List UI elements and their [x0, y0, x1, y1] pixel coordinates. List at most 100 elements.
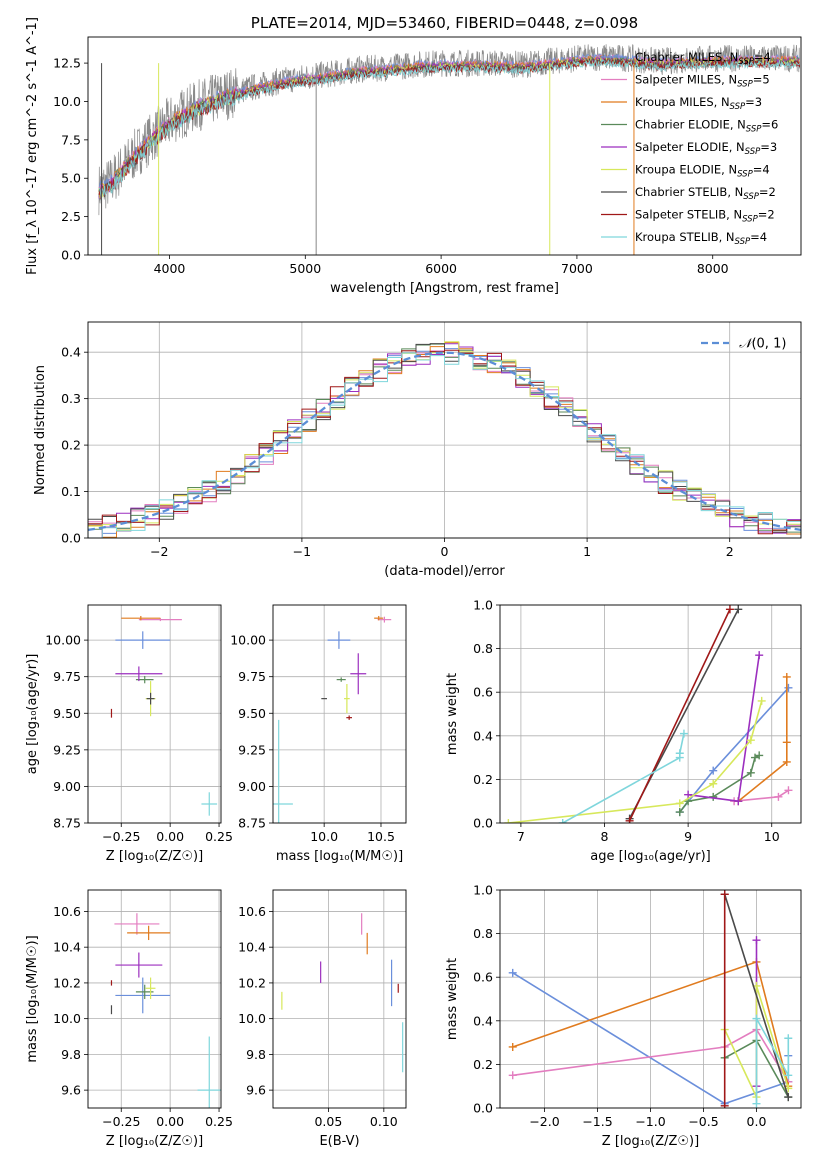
legend-label: Salpeter MILES, NSSP=5: [635, 73, 770, 90]
weight-marker: [508, 968, 517, 977]
y-tick-label: 0.4: [473, 1013, 493, 1028]
y-tick-label: 10.00: [45, 633, 81, 648]
x-tick-label: 8000: [697, 261, 729, 276]
axes-frame: [87, 889, 222, 1109]
y-axis-label: age [log₁₀(age/yr)]: [25, 654, 40, 775]
y-tick-label: 9.8: [246, 1047, 266, 1062]
x-tick-label: 0.0: [747, 1114, 767, 1129]
weight-marker: [752, 1014, 761, 1023]
weight-marker: [757, 696, 766, 705]
x-tick-label: 9: [684, 829, 692, 844]
x-tick-label: −0.5: [688, 1114, 718, 1129]
model-spectrum-line: [98, 58, 801, 200]
x-tick-label: 6000: [425, 261, 457, 276]
weight-marker: [508, 1042, 517, 1051]
y-tick-label: 0.2: [473, 1057, 493, 1072]
weight-marker: [508, 1071, 517, 1080]
weight-marker: [504, 819, 513, 823]
weight-marker: [784, 1071, 793, 1080]
y-tick-label: 0.0: [473, 816, 493, 831]
weight-marker: [784, 1034, 793, 1043]
y-axis-label: Normed distribution: [33, 365, 48, 495]
axes-frame: [87, 604, 222, 824]
age-vs-Z-points: [110, 615, 218, 816]
y-tick-label: 9.6: [61, 1083, 81, 1098]
y-tick-label: 9.00: [53, 779, 81, 794]
y-tick-label: 0.0: [61, 531, 81, 546]
legend-label: Kroupa MILES, NSSP=3: [635, 95, 762, 112]
weight-marker: [746, 768, 755, 777]
y-tick-label: 0.6: [473, 685, 493, 700]
y-tick-label: 9.8: [61, 1047, 81, 1062]
y-tick-label: 8.75: [238, 816, 266, 831]
weight-marker: [782, 738, 791, 747]
weight-marker: [720, 890, 729, 899]
y-tick-label: 7.5: [61, 132, 81, 147]
weight-marker: [751, 753, 760, 762]
y-tick-label: 1.0: [473, 598, 493, 613]
legend-label: Salpeter ELODIE, NSSP=3: [635, 140, 777, 157]
x-tick-label: −0.25: [102, 829, 140, 844]
legend-label-gaussian: 𝒩(0, 1): [739, 337, 786, 352]
y-tick-label: 1.0: [473, 883, 493, 898]
legend-label: Kroupa ELODIE, NSSP=4: [635, 163, 770, 180]
x-tick-label: 0.00: [156, 1114, 184, 1129]
weight-line: [734, 789, 789, 802]
x-axis-label: Z [log₁₀(Z/Z☉)]: [106, 1134, 203, 1149]
x-axis-label: Z [log₁₀(Z/Z☉)]: [602, 1134, 699, 1149]
y-tick-label: 10.6: [53, 904, 81, 919]
y-tick-label: 8.75: [53, 816, 81, 831]
massweight-vs-age-lines: [504, 605, 793, 823]
x-tick-label: 4000: [154, 261, 186, 276]
legend-label: Chabrier ELODIE, NSSP=6: [635, 118, 778, 135]
legend-label: Salpeter STELIB, NSSP=2: [635, 208, 775, 225]
x-axis-label: age [log₁₀(age/yr)]: [590, 849, 711, 864]
weight-marker: [675, 799, 684, 808]
weight-marker: [755, 651, 764, 660]
weight-marker: [752, 1099, 761, 1108]
legend-label: Chabrier MILES, NSSP=4: [635, 50, 771, 67]
weight-marker: [784, 786, 793, 795]
y-tick-label: 12.5: [53, 56, 81, 71]
x-tick-label: 7000: [561, 261, 593, 276]
spectrum-lines: [98, 44, 801, 255]
y-tick-label: 9.25: [238, 742, 266, 757]
weight-marker: [782, 672, 791, 681]
weight-marker: [675, 749, 684, 758]
legend-label: Kroupa STELIB, NSSP=4: [635, 230, 767, 247]
weight-marker: [709, 779, 718, 788]
axes-frame: [499, 889, 802, 1109]
weight-line: [737, 676, 788, 802]
massweight-vs-Z-lines: [508, 890, 793, 1108]
y-tick-label: 9.50: [53, 706, 81, 721]
y-tick-label: 0.4: [473, 728, 493, 743]
weight-line: [755, 1015, 790, 1104]
mass-vs-ebv-points: [281, 913, 404, 1073]
x-tick-label: 7: [517, 829, 525, 844]
y-axis-label: mass weight: [445, 958, 460, 1040]
y-tick-label: 10.2: [238, 975, 266, 990]
y-tick-label: 10.2: [53, 975, 81, 990]
gaussian-curve: [88, 351, 801, 532]
y-tick-label: 0.8: [473, 926, 493, 941]
x-axis-label: wavelength [Angstrom, rest frame]: [330, 281, 559, 296]
y-tick-label: 0.2: [473, 772, 493, 787]
y-tick-label: 10.6: [238, 904, 266, 919]
weight-marker: [558, 819, 567, 823]
y-tick-label: 10.4: [238, 940, 266, 955]
weight-marker: [684, 790, 693, 799]
y-tick-label: 0.4: [61, 345, 81, 360]
y-axis-label: mass weight: [445, 673, 460, 755]
x-tick-label: −2: [150, 544, 168, 559]
weight-marker: [709, 766, 718, 775]
x-tick-label: 0.05: [314, 1114, 342, 1129]
x-tick-label: 0: [441, 544, 449, 559]
y-tick-label: 9.25: [53, 742, 81, 757]
weight-marker: [784, 1093, 793, 1102]
weight-marker: [782, 757, 791, 766]
weight-line: [628, 609, 731, 822]
axes-frame: [87, 36, 802, 256]
x-tick-label: 10.0: [310, 829, 338, 844]
y-tick-label: 5.0: [61, 171, 81, 186]
